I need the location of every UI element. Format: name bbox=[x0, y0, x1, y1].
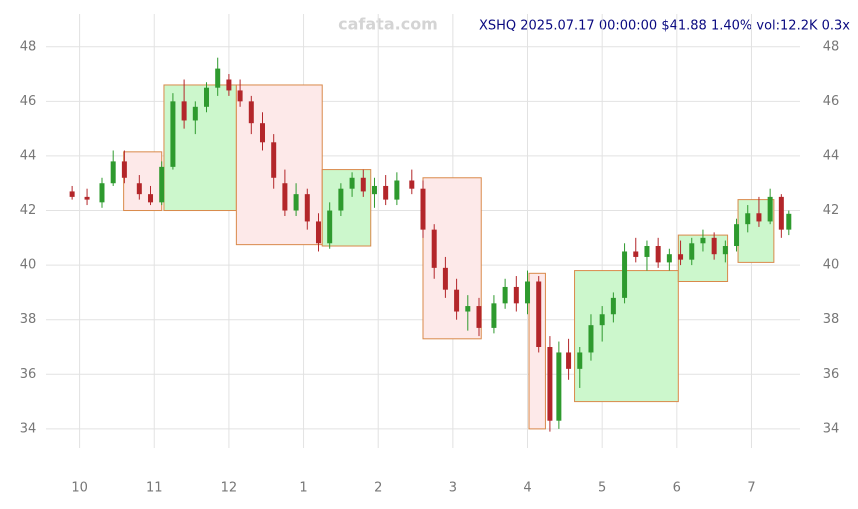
zone-box bbox=[123, 151, 163, 212]
candle-body bbox=[110, 161, 116, 184]
candle-body bbox=[293, 194, 299, 211]
candle-body bbox=[170, 101, 176, 167]
candle-body bbox=[556, 352, 562, 421]
candle-body bbox=[349, 177, 355, 189]
y-tick-label-right: 38 bbox=[823, 312, 840, 327]
candle-body bbox=[360, 177, 366, 192]
candle-body bbox=[689, 243, 695, 260]
candle-body bbox=[566, 352, 572, 369]
x-tick-label: 4 bbox=[523, 481, 531, 496]
candle-body bbox=[525, 281, 531, 304]
candle-body bbox=[622, 251, 628, 298]
candle-body bbox=[588, 325, 594, 353]
candle-body bbox=[282, 183, 288, 211]
candle-body bbox=[700, 237, 706, 244]
y-tick-label: 40 bbox=[20, 258, 37, 273]
y-tick-label-right: 48 bbox=[823, 39, 840, 54]
candle-body bbox=[778, 196, 784, 230]
x-tick-label: 12 bbox=[221, 481, 238, 496]
candle-body bbox=[327, 210, 333, 244]
candle-body bbox=[454, 289, 460, 312]
y-tick-label: 48 bbox=[20, 39, 37, 54]
y-tick-label: 42 bbox=[20, 203, 37, 218]
chart-title: XSHQ 2025.07.17 00:00:00 $41.88 1.40% vo… bbox=[479, 19, 850, 34]
candle-body bbox=[315, 221, 321, 244]
y-tick-label-right: 40 bbox=[823, 258, 840, 273]
candle-body bbox=[711, 237, 717, 255]
y-tick-label: 36 bbox=[20, 367, 37, 382]
candle-body bbox=[192, 106, 198, 121]
candle-body bbox=[371, 185, 377, 195]
y-tick-label: 44 bbox=[20, 148, 37, 163]
candle-body bbox=[465, 306, 471, 312]
candle-body bbox=[181, 101, 187, 121]
candle-body bbox=[394, 180, 400, 200]
candle-body bbox=[678, 254, 684, 260]
candle-body bbox=[655, 246, 661, 263]
candle-body bbox=[204, 87, 210, 107]
candle-body bbox=[756, 213, 762, 222]
candle-body bbox=[547, 347, 553, 421]
candle-body bbox=[99, 183, 105, 203]
candle-body bbox=[722, 246, 728, 255]
candle-body bbox=[148, 194, 154, 203]
candle-body bbox=[442, 267, 448, 290]
candle-body bbox=[666, 254, 672, 263]
zone-box bbox=[163, 84, 237, 212]
y-tick-label-right: 46 bbox=[823, 94, 840, 109]
candle-body bbox=[136, 183, 142, 195]
candle-body bbox=[644, 246, 650, 257]
candle-body bbox=[476, 306, 482, 328]
watermark: cafata.com bbox=[338, 15, 438, 34]
candle-body bbox=[633, 251, 639, 257]
candle-body bbox=[215, 68, 221, 88]
candle-body bbox=[237, 90, 243, 102]
y-tick-label-right: 34 bbox=[823, 421, 840, 436]
x-tick-label: 11 bbox=[146, 481, 163, 496]
candle-body bbox=[420, 188, 426, 230]
x-tick-label: 10 bbox=[71, 481, 88, 496]
candle-body bbox=[84, 196, 90, 200]
candles bbox=[69, 57, 792, 432]
candle-body bbox=[271, 142, 277, 178]
candle-body bbox=[338, 188, 344, 211]
candle-body bbox=[409, 180, 415, 189]
y-tick-label: 46 bbox=[20, 94, 37, 109]
candle-body bbox=[259, 123, 265, 143]
candle-body bbox=[745, 213, 751, 225]
candle-body bbox=[734, 224, 740, 247]
candle-body bbox=[121, 161, 127, 178]
candle-body bbox=[513, 286, 519, 304]
x-tick-label: 7 bbox=[747, 481, 755, 496]
candle-body bbox=[69, 191, 75, 197]
x-tick-label: 5 bbox=[598, 481, 606, 496]
candle-body bbox=[786, 213, 792, 230]
y-tick-label: 38 bbox=[20, 312, 37, 327]
y-tick-label: 34 bbox=[20, 421, 37, 436]
zone-box bbox=[422, 177, 482, 340]
candle-body bbox=[610, 297, 616, 315]
y-tick-label-right: 42 bbox=[823, 203, 840, 218]
candle-body bbox=[577, 352, 583, 369]
x-tick-label: 2 bbox=[374, 481, 382, 496]
zone-box bbox=[528, 272, 546, 430]
x-tick-label: 1 bbox=[299, 481, 307, 496]
candle-body bbox=[304, 194, 310, 222]
y-tick-label-right: 44 bbox=[823, 148, 840, 163]
candle-body bbox=[383, 185, 389, 200]
x-tick-label: 6 bbox=[673, 481, 681, 496]
candle-body bbox=[159, 166, 165, 203]
candle-body bbox=[226, 79, 232, 91]
candle-body bbox=[431, 229, 437, 268]
candle-body bbox=[536, 281, 542, 348]
candle-body bbox=[248, 101, 254, 124]
candle-body bbox=[491, 303, 497, 328]
candle-body bbox=[767, 196, 773, 222]
y-tick-label-right: 36 bbox=[823, 367, 840, 382]
candle-body bbox=[599, 314, 605, 326]
x-tick-label: 3 bbox=[449, 481, 457, 496]
candle-body bbox=[502, 286, 508, 304]
